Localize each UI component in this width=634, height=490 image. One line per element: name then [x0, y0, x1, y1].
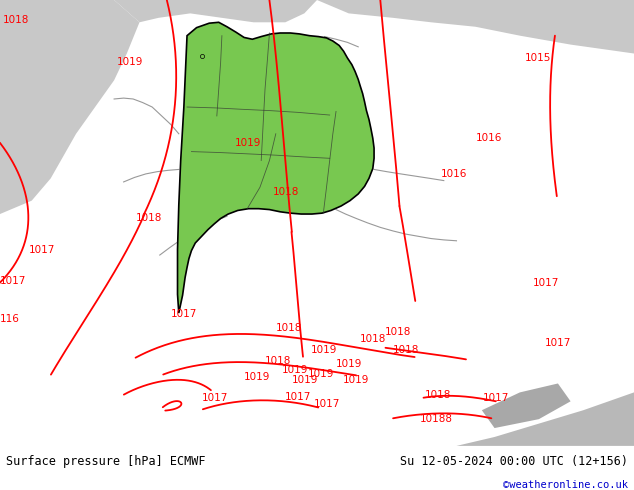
- Text: 1018: 1018: [276, 323, 302, 333]
- Text: 1016: 1016: [476, 133, 502, 143]
- Text: 116: 116: [0, 314, 20, 324]
- Polygon shape: [317, 0, 634, 53]
- Text: 1018: 1018: [3, 15, 30, 24]
- Text: 1018: 1018: [425, 390, 451, 400]
- Text: 1019: 1019: [235, 138, 261, 147]
- Text: 1019: 1019: [117, 57, 144, 68]
- Text: 1017: 1017: [0, 276, 27, 286]
- Text: 1019: 1019: [244, 372, 271, 382]
- Text: 1018: 1018: [273, 187, 299, 197]
- Text: 1017: 1017: [285, 392, 312, 402]
- Polygon shape: [482, 384, 571, 428]
- Text: 1019: 1019: [336, 359, 363, 369]
- Text: 1017: 1017: [314, 398, 340, 409]
- Text: 1018: 1018: [393, 345, 420, 355]
- Text: 1018: 1018: [360, 334, 387, 344]
- Polygon shape: [114, 0, 317, 22]
- Text: 1018: 1018: [265, 356, 292, 366]
- Text: 1019: 1019: [292, 375, 318, 385]
- Text: Su 12-05-2024 00:00 UTC (12+156): Su 12-05-2024 00:00 UTC (12+156): [399, 455, 628, 468]
- Text: Surface pressure [hPa] ECMWF: Surface pressure [hPa] ECMWF: [6, 455, 206, 468]
- Text: 1018: 1018: [136, 214, 163, 223]
- Text: 1017: 1017: [202, 393, 228, 403]
- Text: 1019: 1019: [342, 375, 369, 385]
- Text: 1019: 1019: [282, 365, 309, 375]
- Text: 1016: 1016: [441, 169, 467, 179]
- Text: 1015: 1015: [525, 53, 552, 63]
- Text: 10188: 10188: [420, 414, 453, 424]
- Text: ©weatheronline.co.uk: ©weatheronline.co.uk: [503, 480, 628, 490]
- Text: 1017: 1017: [171, 309, 198, 319]
- Text: 1019: 1019: [307, 368, 334, 379]
- Text: 1017: 1017: [29, 245, 55, 255]
- Text: 1018: 1018: [385, 327, 411, 337]
- Text: 1017: 1017: [545, 338, 572, 348]
- Text: 1017: 1017: [533, 278, 559, 288]
- Polygon shape: [178, 22, 374, 313]
- Text: 1017: 1017: [483, 393, 510, 403]
- Text: 1019: 1019: [311, 345, 337, 355]
- Polygon shape: [456, 392, 634, 446]
- Polygon shape: [0, 0, 139, 214]
